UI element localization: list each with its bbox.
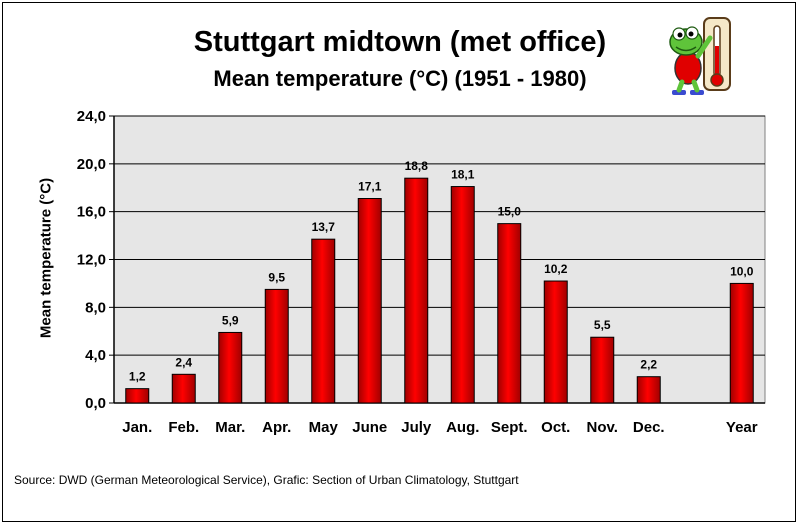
x-tick-label: Feb. [168,419,199,436]
bar-value-label: 5,5 [594,318,611,332]
bar-value-label: 2,2 [640,358,657,372]
y-tick-label: 4,0 [85,347,106,364]
bar [543,280,568,404]
bar [636,376,661,404]
x-tick-label: July [401,419,432,436]
bar [497,223,522,404]
y-tick-label: 12,0 [77,252,106,269]
bar-value-label: 17,1 [358,180,382,194]
x-tick-label: Aug. [446,419,479,436]
bar-value-label: 10,0 [730,264,754,278]
x-tick-label: Sept. [491,419,528,436]
y-tick-label: 20,0 [77,156,106,173]
y-tick-label: 0,0 [85,395,106,412]
bar [729,282,754,404]
bar [171,373,196,404]
bar-value-label: 18,1 [451,168,475,182]
source-note: Source: DWD (German Meteorological Servi… [14,473,519,487]
y-tick-label: 24,0 [77,108,106,125]
chart-subtitle: Mean temperature (°C) (1951 - 1980) [213,66,587,91]
bar [125,388,150,404]
bar-value-label: 1,2 [129,370,146,384]
bar [450,186,475,404]
y-tick-label: 8,0 [85,299,106,316]
bar-value-label: 9,5 [268,270,285,284]
x-tick-label: Apr. [262,419,291,436]
bar-value-label: 15,0 [498,205,522,219]
x-tick-label: Mar. [215,419,245,436]
bar [311,238,336,404]
x-tick-label: Nov. [587,419,618,436]
bar-value-label: 5,9 [222,313,239,327]
bar [264,288,289,404]
x-tick-label: Jan. [122,419,152,436]
bar [218,331,243,404]
bar-value-label: 10,2 [544,262,568,276]
x-tick-label: June [352,419,387,436]
bar-value-label: 2,4 [175,355,192,369]
frog-thermometer-icon [669,17,731,95]
bar-value-label: 13,7 [312,220,336,234]
x-tick-label: Year [726,419,758,436]
x-tick-label: May [309,419,339,436]
bar-value-label: 18,8 [405,159,429,173]
bar [357,198,382,404]
bar [404,177,429,404]
y-tick-label: 16,0 [77,204,106,221]
chart-title: Stuttgart midtown (met office) [193,26,607,58]
x-tick-label: Oct. [541,419,570,436]
bar [590,336,615,404]
x-tick-label: Dec. [633,419,665,436]
